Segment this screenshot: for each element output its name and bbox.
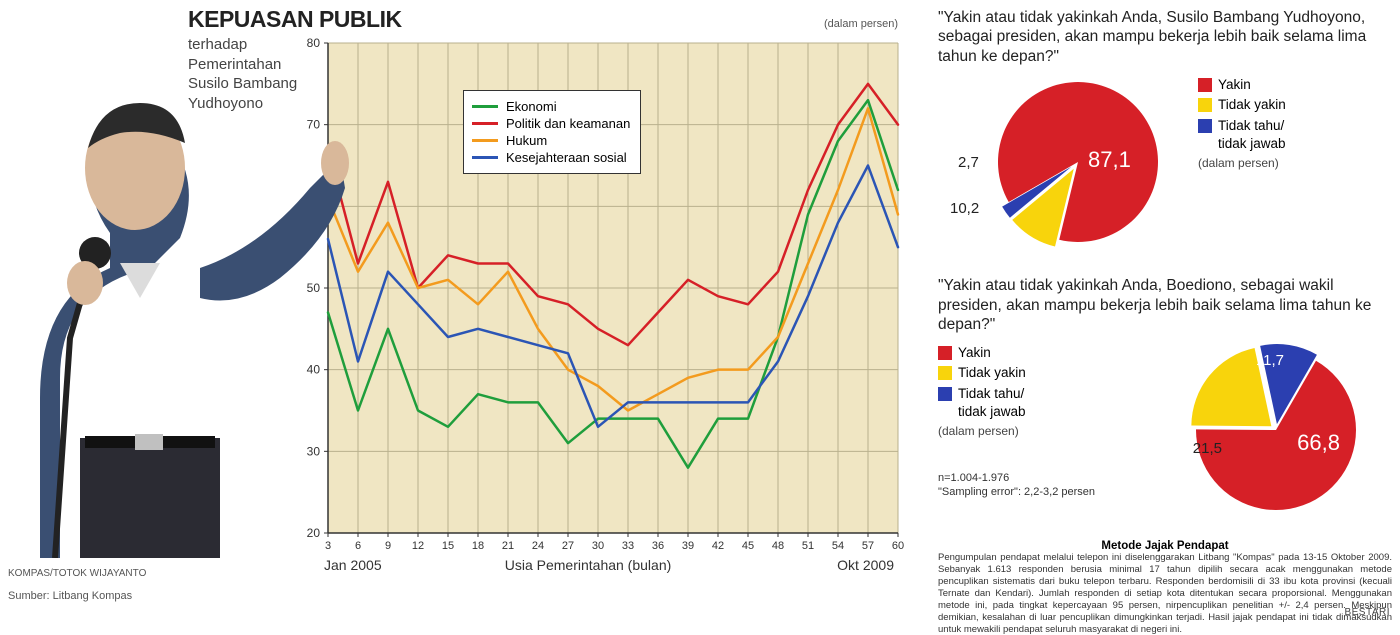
pie1-value-main: 87,1 <box>1088 147 1131 173</box>
x-end-label: Okt 2009 <box>837 557 894 573</box>
legend-label: Hukum <box>506 133 547 148</box>
pie-legend-item: Tidak tahu/tidak jawab <box>1198 117 1286 153</box>
pie-unit-note: (dalam persen) <box>1198 155 1286 171</box>
subtitle-line: Pemerintahan <box>188 56 281 73</box>
pie-legend-item: Tidak yakin <box>938 364 1138 382</box>
svg-text:45: 45 <box>742 540 754 552</box>
pie-legend-label: Tidak yakin <box>1218 96 1286 114</box>
svg-text:60: 60 <box>892 540 904 552</box>
pie2-value-third: 11,7 <box>1256 352 1284 369</box>
legend-item: Hukum <box>472 133 630 148</box>
pie-legend-label: Tidak yakin <box>958 364 1026 382</box>
pie-legend-item: Yakin <box>938 344 1138 362</box>
pie1-value-third: 2,7 <box>958 154 979 171</box>
legend-swatch <box>472 139 498 142</box>
svg-text:30: 30 <box>592 540 604 552</box>
svg-text:48: 48 <box>772 540 784 552</box>
subtitle-line: Susilo Bambang <box>188 75 297 92</box>
pie2-value-main: 66,8 <box>1297 430 1340 456</box>
x-axis-label: Usia Pemerintahan (bulan) <box>505 557 672 573</box>
photo-credit: KOMPAS/TOTOK WIJAYANTO <box>8 568 146 579</box>
pie2-legend: Yakin Tidak yakin Tidak tahu/tidak jawab (d… <box>938 344 1138 439</box>
svg-text:39: 39 <box>682 540 694 552</box>
svg-text:33: 33 <box>622 540 634 552</box>
subtitle-line: terhadap <box>188 36 247 53</box>
svg-text:51: 51 <box>802 540 814 552</box>
pie2-block: Yakin Tidak yakin Tidak tahu/tidak jawab (d… <box>938 340 1392 530</box>
method-title: Metode Jajak Pendapat <box>938 540 1392 552</box>
pie-legend-item: Tidak tahu/tidak jawab <box>938 385 1138 421</box>
legend-item: Kesejahteraan sosial <box>472 150 630 165</box>
legend-label: Ekonomi <box>506 99 557 114</box>
legend-item: Ekonomi <box>472 99 630 114</box>
sample-error: "Sampling error": 2,2-3,2 persen <box>938 486 1095 498</box>
svg-text:15: 15 <box>442 540 454 552</box>
svg-text:9: 9 <box>385 540 391 552</box>
page-subtitle: terhadap Pemerintahan Susilo Bambang Yud… <box>188 35 402 113</box>
legend-item: Politik dan keamanan <box>472 116 630 131</box>
pie1-question: "Yakin atau tidak yakinkah Anda, Susilo … <box>938 8 1392 66</box>
pie-legend-swatch <box>1198 119 1212 133</box>
pie1-value-second: 10,2 <box>950 200 979 217</box>
svg-text:42: 42 <box>712 540 724 552</box>
svg-text:24: 24 <box>532 540 544 552</box>
pie-unit-note: (dalam persen) <box>938 423 1138 439</box>
svg-text:57: 57 <box>862 540 874 552</box>
middle-column: KEPUASAN PUBLIK terhadap Pemerintahan Su… <box>248 8 928 614</box>
svg-text:54: 54 <box>832 540 844 552</box>
source-credit: Sumber: Litbang Kompas <box>8 590 132 602</box>
pie-legend-swatch <box>938 346 952 360</box>
legend-label: Kesejahteraan sosial <box>506 150 627 165</box>
pie-legend-swatch <box>938 387 952 401</box>
subtitle-line: Yudhoyono <box>188 95 263 112</box>
legend-label: Politik dan keamanan <box>506 116 630 131</box>
svg-text:12: 12 <box>412 540 424 552</box>
svg-text:21: 21 <box>502 540 514 552</box>
method-body: Pengumpulan pendapat melalui telepon ini… <box>938 552 1392 635</box>
svg-text:6: 6 <box>355 540 361 552</box>
right-column: "Yakin atau tidak yakinkah Anda, Susilo … <box>928 8 1392 614</box>
pie1-legend: Yakin Tidak yakin Tidak tahu/tidak jawab (d… <box>1198 76 1286 171</box>
svg-text:27: 27 <box>562 540 574 552</box>
pie-legend-label: Yakin <box>958 344 991 362</box>
pie-legend-swatch <box>938 366 952 380</box>
pie-legend-swatch <box>1198 78 1212 92</box>
pie2-question: "Yakin atau tidak yakinkah Anda, Boedion… <box>938 276 1392 334</box>
page-title: KEPUASAN PUBLIK <box>188 6 402 33</box>
legend-swatch <box>472 156 498 159</box>
pie-legend-item: Yakin <box>1198 76 1286 94</box>
pie-legend-label: Tidak tahu/tidak jawab <box>958 385 1026 421</box>
svg-text:36: 36 <box>652 540 664 552</box>
sby-portrait <box>0 38 350 558</box>
pie2-value-second: 21,5 <box>1193 440 1222 457</box>
brand-mark: BESTARI <box>1344 607 1390 618</box>
svg-text:18: 18 <box>472 540 484 552</box>
pie-legend-label: Yakin <box>1218 76 1251 94</box>
legend-swatch <box>472 105 498 108</box>
chart-legend: Ekonomi Politik dan keamanan Hukum Kesejaht… <box>463 90 641 174</box>
pie-legend-swatch <box>1198 98 1212 112</box>
pie-legend-label: Tidak tahu/tidak jawab <box>1218 117 1286 153</box>
pie1-svg <box>978 72 1178 252</box>
pie-legend-item: Tidak yakin <box>1198 96 1286 114</box>
legend-swatch <box>472 122 498 125</box>
pie1-block: Yakin Tidak yakin Tidak tahu/tidak jawab (d… <box>938 72 1392 262</box>
sample-n: n=1.004-1.976 <box>938 472 1009 484</box>
x-start-label: Jan 2005 <box>324 557 382 573</box>
